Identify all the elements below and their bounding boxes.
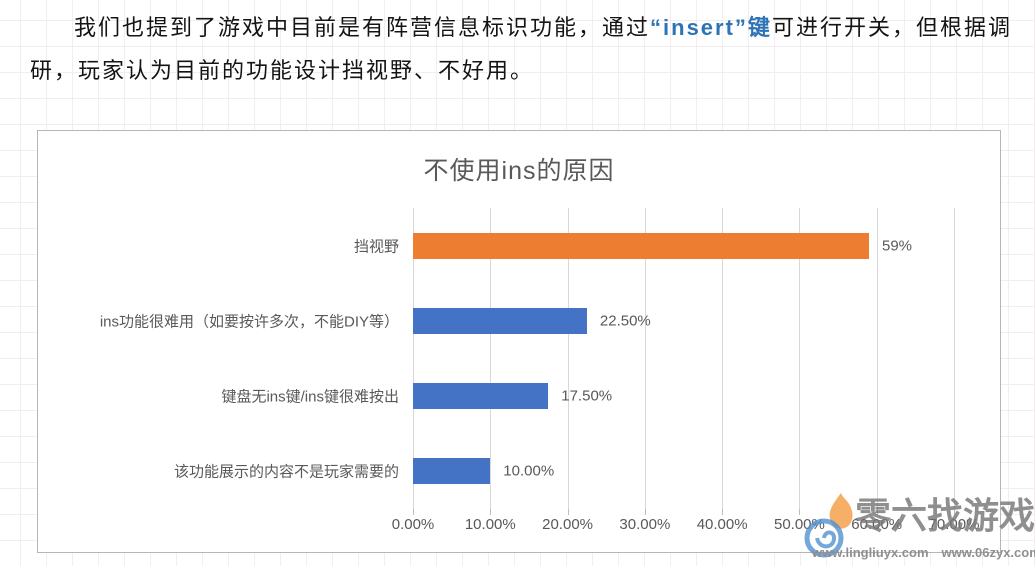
category-label: 键盘无ins键/ins键很难按出 xyxy=(221,388,399,406)
x-tick-label: 30.00% xyxy=(619,516,671,533)
tick-mark xyxy=(644,509,646,515)
paragraph-text-line2: 研，玩家认为目前的功能设计挡视野、不好用。 xyxy=(30,58,535,83)
intro-paragraph: 我们也提到了游戏中目前是有阵营信息标识功能，通过“insert”键可进行开关，但… xyxy=(30,6,1022,92)
tick-mark xyxy=(567,509,569,515)
bar xyxy=(413,383,549,410)
paragraph-text-line1-end: 可进行开关，但根据调 xyxy=(771,15,1012,40)
tick-mark xyxy=(954,509,955,515)
bar-value-label: 17.50% xyxy=(561,387,613,405)
watermark-brand-text: 零六找游戏 xyxy=(855,495,1035,536)
gridline xyxy=(876,208,878,509)
flame-icon xyxy=(829,493,853,529)
gridline xyxy=(799,208,801,509)
insert-key-highlight: “insert”键 xyxy=(650,15,772,40)
bar-value-label: 10.00% xyxy=(503,462,555,480)
tick-mark xyxy=(490,509,492,515)
x-tick-label: 70.00% xyxy=(928,516,980,533)
swirl-icon xyxy=(804,518,844,558)
tick-mark xyxy=(722,509,724,515)
x-tick-label: 40.00% xyxy=(696,516,748,533)
watermark: 零六找游戏 www.lingliuyx.com www.06zyx.com xyxy=(793,488,1035,566)
watermark-urls: www.lingliuyx.com www.06zyx.com xyxy=(812,545,1035,560)
x-axis: 0.00% 10.00% 20.00% 30.00% 40.00% 50.00% 60.00… xyxy=(392,516,980,538)
chart-container: 不使用ins的原因 挡视野 ins功能很难用（如要按许多次，不能DIY等） 键盘无i… xyxy=(37,130,1001,553)
watermark-logo-icon xyxy=(804,493,853,558)
gridline xyxy=(567,208,569,509)
bar-value-label: 22.50% xyxy=(599,312,651,330)
category-label: 该功能展示的内容不是玩家需要的 xyxy=(173,463,399,481)
bar-value-label: 59% xyxy=(881,237,913,255)
category-label: 挡视野 xyxy=(353,238,399,256)
tick-mark xyxy=(799,509,801,515)
gridline xyxy=(644,208,646,509)
x-tick-label: 20.00% xyxy=(542,516,593,533)
plot-area: 59% 22.50% 17.50% 10.00% xyxy=(413,208,955,515)
watermark-url-2: www.06zyx.com xyxy=(941,545,1035,560)
x-tick-label: 10.00% xyxy=(464,516,516,533)
gridline xyxy=(954,208,955,509)
x-tick-label: 60.00% xyxy=(851,516,903,533)
paragraph-text-start: 我们也提到了游戏中目前是有阵营信息标识功能，通过 xyxy=(74,15,651,40)
tick-mark xyxy=(876,509,878,515)
tick-mark xyxy=(413,509,414,515)
gridline xyxy=(490,208,492,509)
bar xyxy=(413,232,869,259)
category-axis: 挡视野 ins功能很难用（如要按许多次，不能DIY等） 键盘无ins键/ins键很难… xyxy=(38,208,399,509)
gridline xyxy=(413,208,414,509)
bar xyxy=(413,458,491,485)
category-label: ins功能很难用（如要按许多次，不能DIY等） xyxy=(99,313,399,331)
gridline xyxy=(722,208,724,509)
x-tick-label: 0.00% xyxy=(391,516,435,533)
watermark-url-1: www.lingliuyx.com xyxy=(812,545,929,560)
bar xyxy=(413,307,587,334)
chart-title: 不使用ins的原因 xyxy=(423,157,615,185)
